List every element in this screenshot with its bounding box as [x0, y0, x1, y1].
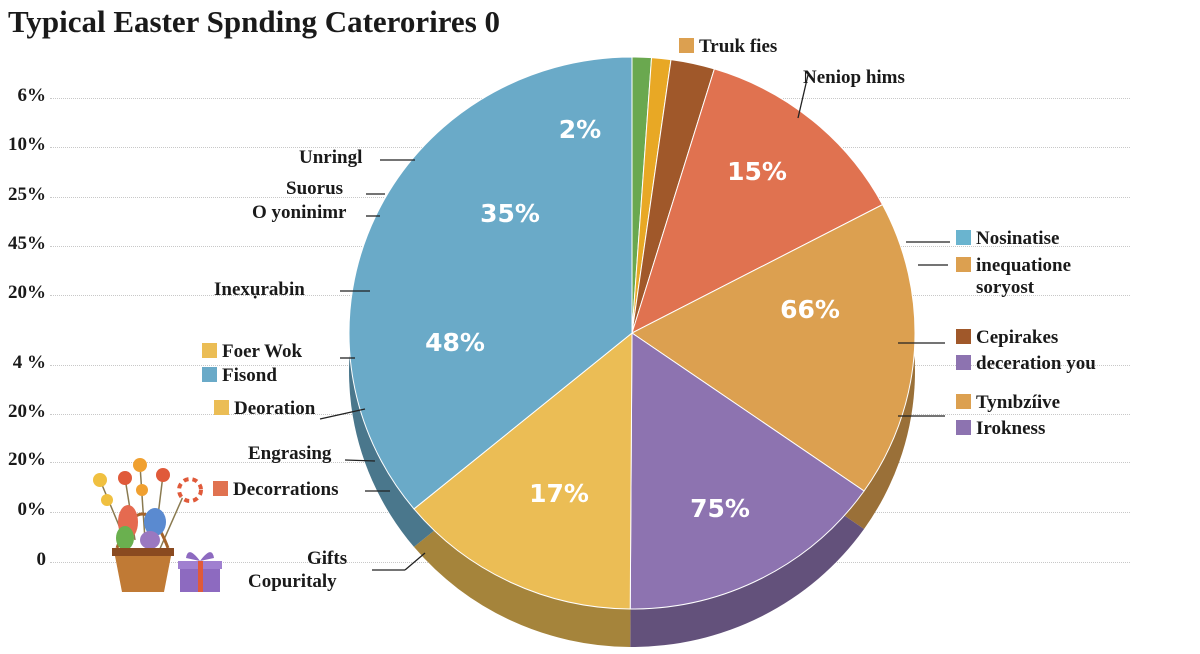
legend-entry: Fisond: [202, 365, 277, 387]
callout-label: Suorus: [286, 178, 344, 199]
legend-entry: deceration you: [956, 353, 1096, 375]
y-tick-label: 20%: [8, 282, 46, 303]
legend-swatch: [214, 400, 229, 415]
legend-entry: Foer Wok: [202, 341, 302, 363]
legend-text: Truık fies: [699, 36, 778, 57]
legend-text: Irokness: [976, 418, 1046, 439]
legend-text: Fisond: [222, 365, 277, 386]
slice-percent-label: 35%: [480, 199, 540, 228]
leader-line: [319, 408, 366, 420]
callout-label: O yoninimr: [252, 202, 347, 223]
slice-percent-label: 2%: [559, 115, 601, 144]
slice-percent-label: 48%: [425, 328, 485, 357]
legend-swatch: [213, 481, 228, 496]
slice-percent-label: 66%: [780, 295, 840, 324]
pie-slice: [629, 332, 865, 610]
chart-title: Typical Easter Spnding Caterorires 0: [8, 4, 501, 39]
legend-text: Nosinatise: [976, 228, 1060, 249]
slice-percent-label: 17%: [529, 479, 589, 508]
callout-label: Neniop hims: [803, 67, 905, 88]
y-tick-label: 6%: [17, 85, 47, 106]
legend-entry: Decorrations: [213, 479, 339, 501]
y-tick-label: 45%: [8, 233, 46, 254]
legend-swatch: [679, 38, 694, 53]
legend-entry: Cepirakes: [956, 327, 1058, 349]
callout-label: Engrasing: [248, 443, 332, 464]
legend-entry: inequatione soryost: [956, 255, 1126, 299]
leader-line: [344, 459, 376, 462]
legend-entry: Tynıbzíive: [956, 392, 1060, 414]
y-tick-label: 0: [36, 549, 47, 570]
legend-swatch: [956, 355, 971, 370]
slice-percent-label: 15%: [727, 157, 787, 186]
legend-text: Foer Wok: [222, 341, 303, 362]
callout-label: Unringl: [299, 147, 363, 168]
legend-entry: Deoration: [214, 398, 315, 420]
y-tick-label: 25%: [8, 184, 46, 205]
legend-swatch: [956, 257, 971, 272]
y-tick-label: 0%: [17, 499, 47, 520]
legend-swatch: [202, 367, 217, 382]
legend-swatch: [202, 343, 217, 358]
callout-label: Gifts: [307, 548, 348, 569]
y-tick-label: 20%: [8, 449, 46, 470]
legend-text: Tynıbzíive: [976, 392, 1061, 413]
pie-slice: [413, 331, 633, 610]
y-tick-label: 20%: [8, 401, 46, 422]
legend-swatch: [956, 394, 971, 409]
legend-entry: Irokness: [956, 418, 1045, 440]
legend-swatch: [956, 230, 971, 245]
legend-entry: Nosinatise: [956, 228, 1059, 250]
legend-swatch: [956, 420, 971, 435]
legend-swatch: [956, 329, 971, 344]
slice-percent-label: 75%: [690, 494, 750, 523]
callout-label: Copuritaly: [248, 571, 337, 592]
legend-text: deceration you: [976, 353, 1096, 374]
callout-label: Inexụrabin: [214, 279, 305, 300]
y-tick-label: 4 %: [12, 352, 46, 373]
leader-line: [404, 552, 426, 571]
legend-text: inequatione soryost: [976, 255, 1072, 298]
legend-text: Decorrations: [233, 479, 339, 500]
pie-slice: [631, 203, 916, 492]
y-tick-label: 10%: [8, 134, 46, 155]
legend-entry: Truık fies: [679, 36, 777, 58]
legend-text: Deoration: [234, 398, 316, 419]
legend-text: Cepirakes: [976, 327, 1059, 348]
pie-slice: [631, 68, 884, 334]
leader-line: [797, 74, 809, 119]
